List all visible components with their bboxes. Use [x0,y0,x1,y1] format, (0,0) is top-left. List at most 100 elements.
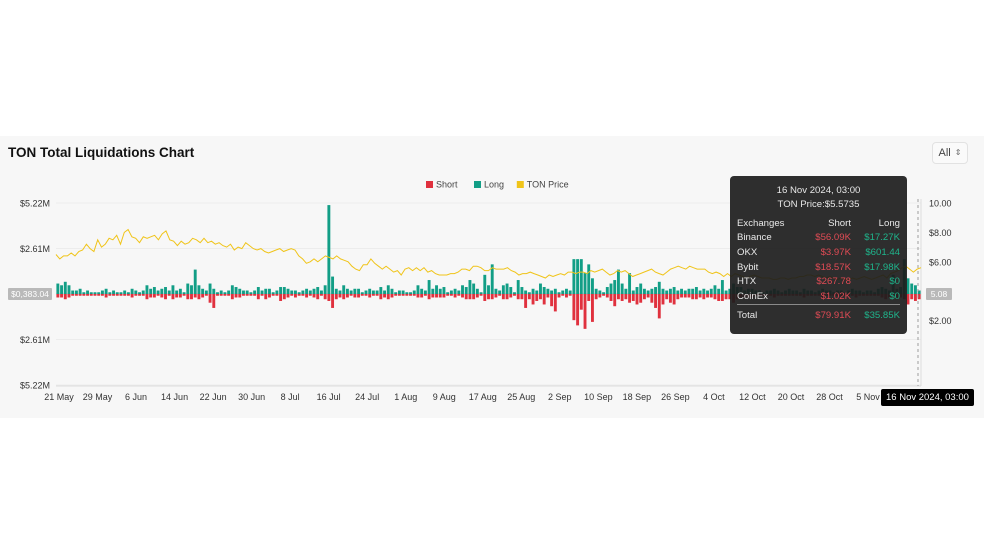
bar-long [557,292,561,294]
bar-long [524,290,528,294]
x-tick-label: 30 Jun [238,392,265,402]
x-tick-label: 22 Jun [200,392,227,402]
bar-long [327,205,331,294]
bar-short [178,294,182,298]
tooltip-panel: 16 Nov 2024, 03:00 TON Price:$5.5735 Exc… [730,176,907,334]
bar-long [345,288,349,294]
tooltip-long-value: $0 [889,276,900,288]
bar-long [472,283,476,294]
x-tick-label: 24 Jul [355,392,379,402]
bar-long [568,290,572,294]
bar-long [104,288,108,294]
bar-short [661,294,665,305]
bar-short [587,294,591,301]
bar-long [253,290,257,294]
time-range-select[interactable]: All ⇕ [932,142,968,164]
bar-long [691,288,695,294]
bar-short [668,294,672,303]
bar-long [152,287,156,294]
x-tick-label: 6 Jun [125,392,147,402]
bar-short [182,294,186,296]
bar-short [650,294,654,303]
bar-short [334,294,338,300]
bar-short [453,294,457,298]
bar-long [319,290,323,294]
bar-short [728,294,732,300]
bar-long [297,292,301,294]
bar-long [657,281,661,294]
bar-short [401,294,405,296]
tooltip-total-long: $35.85K [864,310,900,322]
bar-long [264,288,268,294]
bar-short [74,294,78,296]
bar-short [412,294,416,296]
bar-short [416,294,420,298]
x-tick-label: 21 May [44,392,74,402]
tooltip-header-short: Short [828,217,851,229]
bar-long [668,288,672,294]
bar-short [713,294,717,300]
bar-short [56,294,60,298]
bar-short [312,294,316,298]
bar-short [609,294,613,301]
bar-long [97,292,101,294]
bar-long [509,287,513,294]
bar-short [706,294,709,298]
bar-short [275,294,279,296]
bar-long [178,288,182,294]
bar-short [394,294,398,296]
bar-long [550,290,554,294]
legend-label: TON Price [527,180,569,190]
tooltip-price: TON Price:$5.5735 [777,199,860,210]
bar-short [294,294,297,298]
bar-long [483,274,487,294]
bar-long [130,288,134,294]
tooltip-short-value: $56.09K [815,232,851,244]
tooltip-short-value: $1.02K [820,290,851,302]
bar-short [93,294,97,296]
legend-label: Short [436,180,458,190]
tooltip-total-short: $79.91K [815,310,851,322]
bar-short [119,294,123,296]
bar-long [464,287,468,294]
bar-long [490,264,494,294]
bar-long [409,292,412,294]
bar-long [561,290,565,294]
bar-short [498,294,502,296]
y-tick-label: $2.61M [20,244,50,254]
left-axis-marker-bg [8,288,52,300]
tooltip-row-binance: Binance $56.09K $17.27K [737,231,900,246]
bar-long [591,278,594,294]
liquidations-chart[interactable]: Short Long TON Price $5.22M$2.61M$2.61M$5.… [0,136,984,418]
bar-short [197,294,201,300]
bar-short [483,294,487,301]
bar-short [397,294,401,296]
tooltip-header-exchanges: Exchanges [737,217,785,229]
bar-long [475,288,479,294]
bar-long [416,285,420,294]
bar-short [513,294,516,296]
bar-long [260,290,264,294]
bar-long [338,290,342,294]
bar-long [531,288,535,294]
bar-short [227,294,231,296]
bar-long [238,288,242,294]
bar-long [453,288,457,294]
tooltip-header-long: Long [878,217,900,229]
bar-short [256,294,260,300]
bar-long [616,269,620,294]
bar-long [654,287,658,294]
bar-short [193,294,197,298]
bar-short [657,294,661,319]
bar-short [720,294,724,301]
bar-short [342,294,346,300]
bar-long [405,292,409,294]
x-tick-label: 9 Aug [433,392,456,402]
bar-long [420,288,424,294]
bar-short [550,294,554,307]
bar-short [475,294,479,298]
bar-short [123,294,127,296]
bar-short [472,294,476,300]
bar-short [561,294,565,296]
legend-swatch-long [474,181,481,188]
